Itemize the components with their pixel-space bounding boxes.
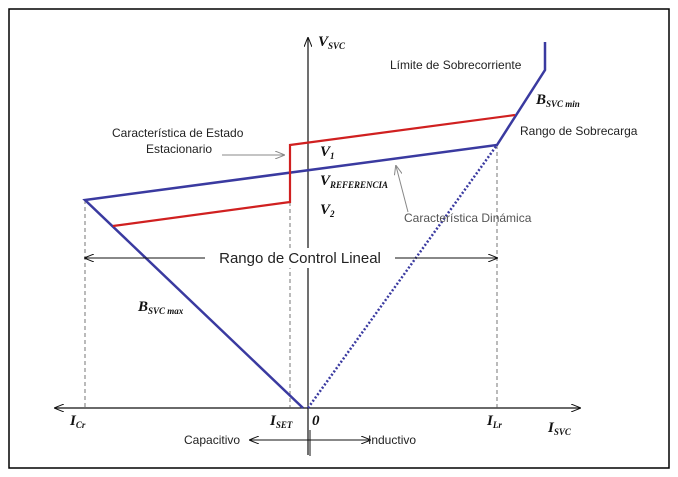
text: ICr [69, 413, 86, 430]
text: Rango de Sobrecarga [520, 124, 638, 138]
text: VREFERENCIA [320, 173, 388, 190]
text: BSVC min [535, 92, 580, 109]
text: V2 [320, 202, 335, 219]
text: Característica Dinámica [404, 211, 532, 225]
v-axis-label: VSVC [318, 34, 346, 51]
text: Característica de Estado [112, 126, 244, 140]
text: BSVC max [137, 299, 184, 316]
text: ISET [269, 413, 293, 430]
text: Rango de Control Lineal [219, 250, 381, 267]
text: Límite de Sobrecorriente [390, 58, 522, 72]
pointer [396, 166, 409, 213]
guides [84, 145, 498, 408]
label-bg [205, 248, 395, 268]
red-characteristic [112, 113, 516, 228]
text: ILr [486, 413, 502, 430]
text: Capacitivo [184, 433, 240, 447]
blue-characteristic [82, 42, 547, 409]
text: Inductivo [368, 433, 416, 447]
frame [8, 8, 670, 469]
origin: 0 [312, 413, 320, 429]
i-axis-label: ISVC [547, 420, 572, 437]
text: Estacionario [146, 142, 212, 156]
text: V1 [320, 144, 335, 161]
blue-dotted [306, 144, 499, 409]
